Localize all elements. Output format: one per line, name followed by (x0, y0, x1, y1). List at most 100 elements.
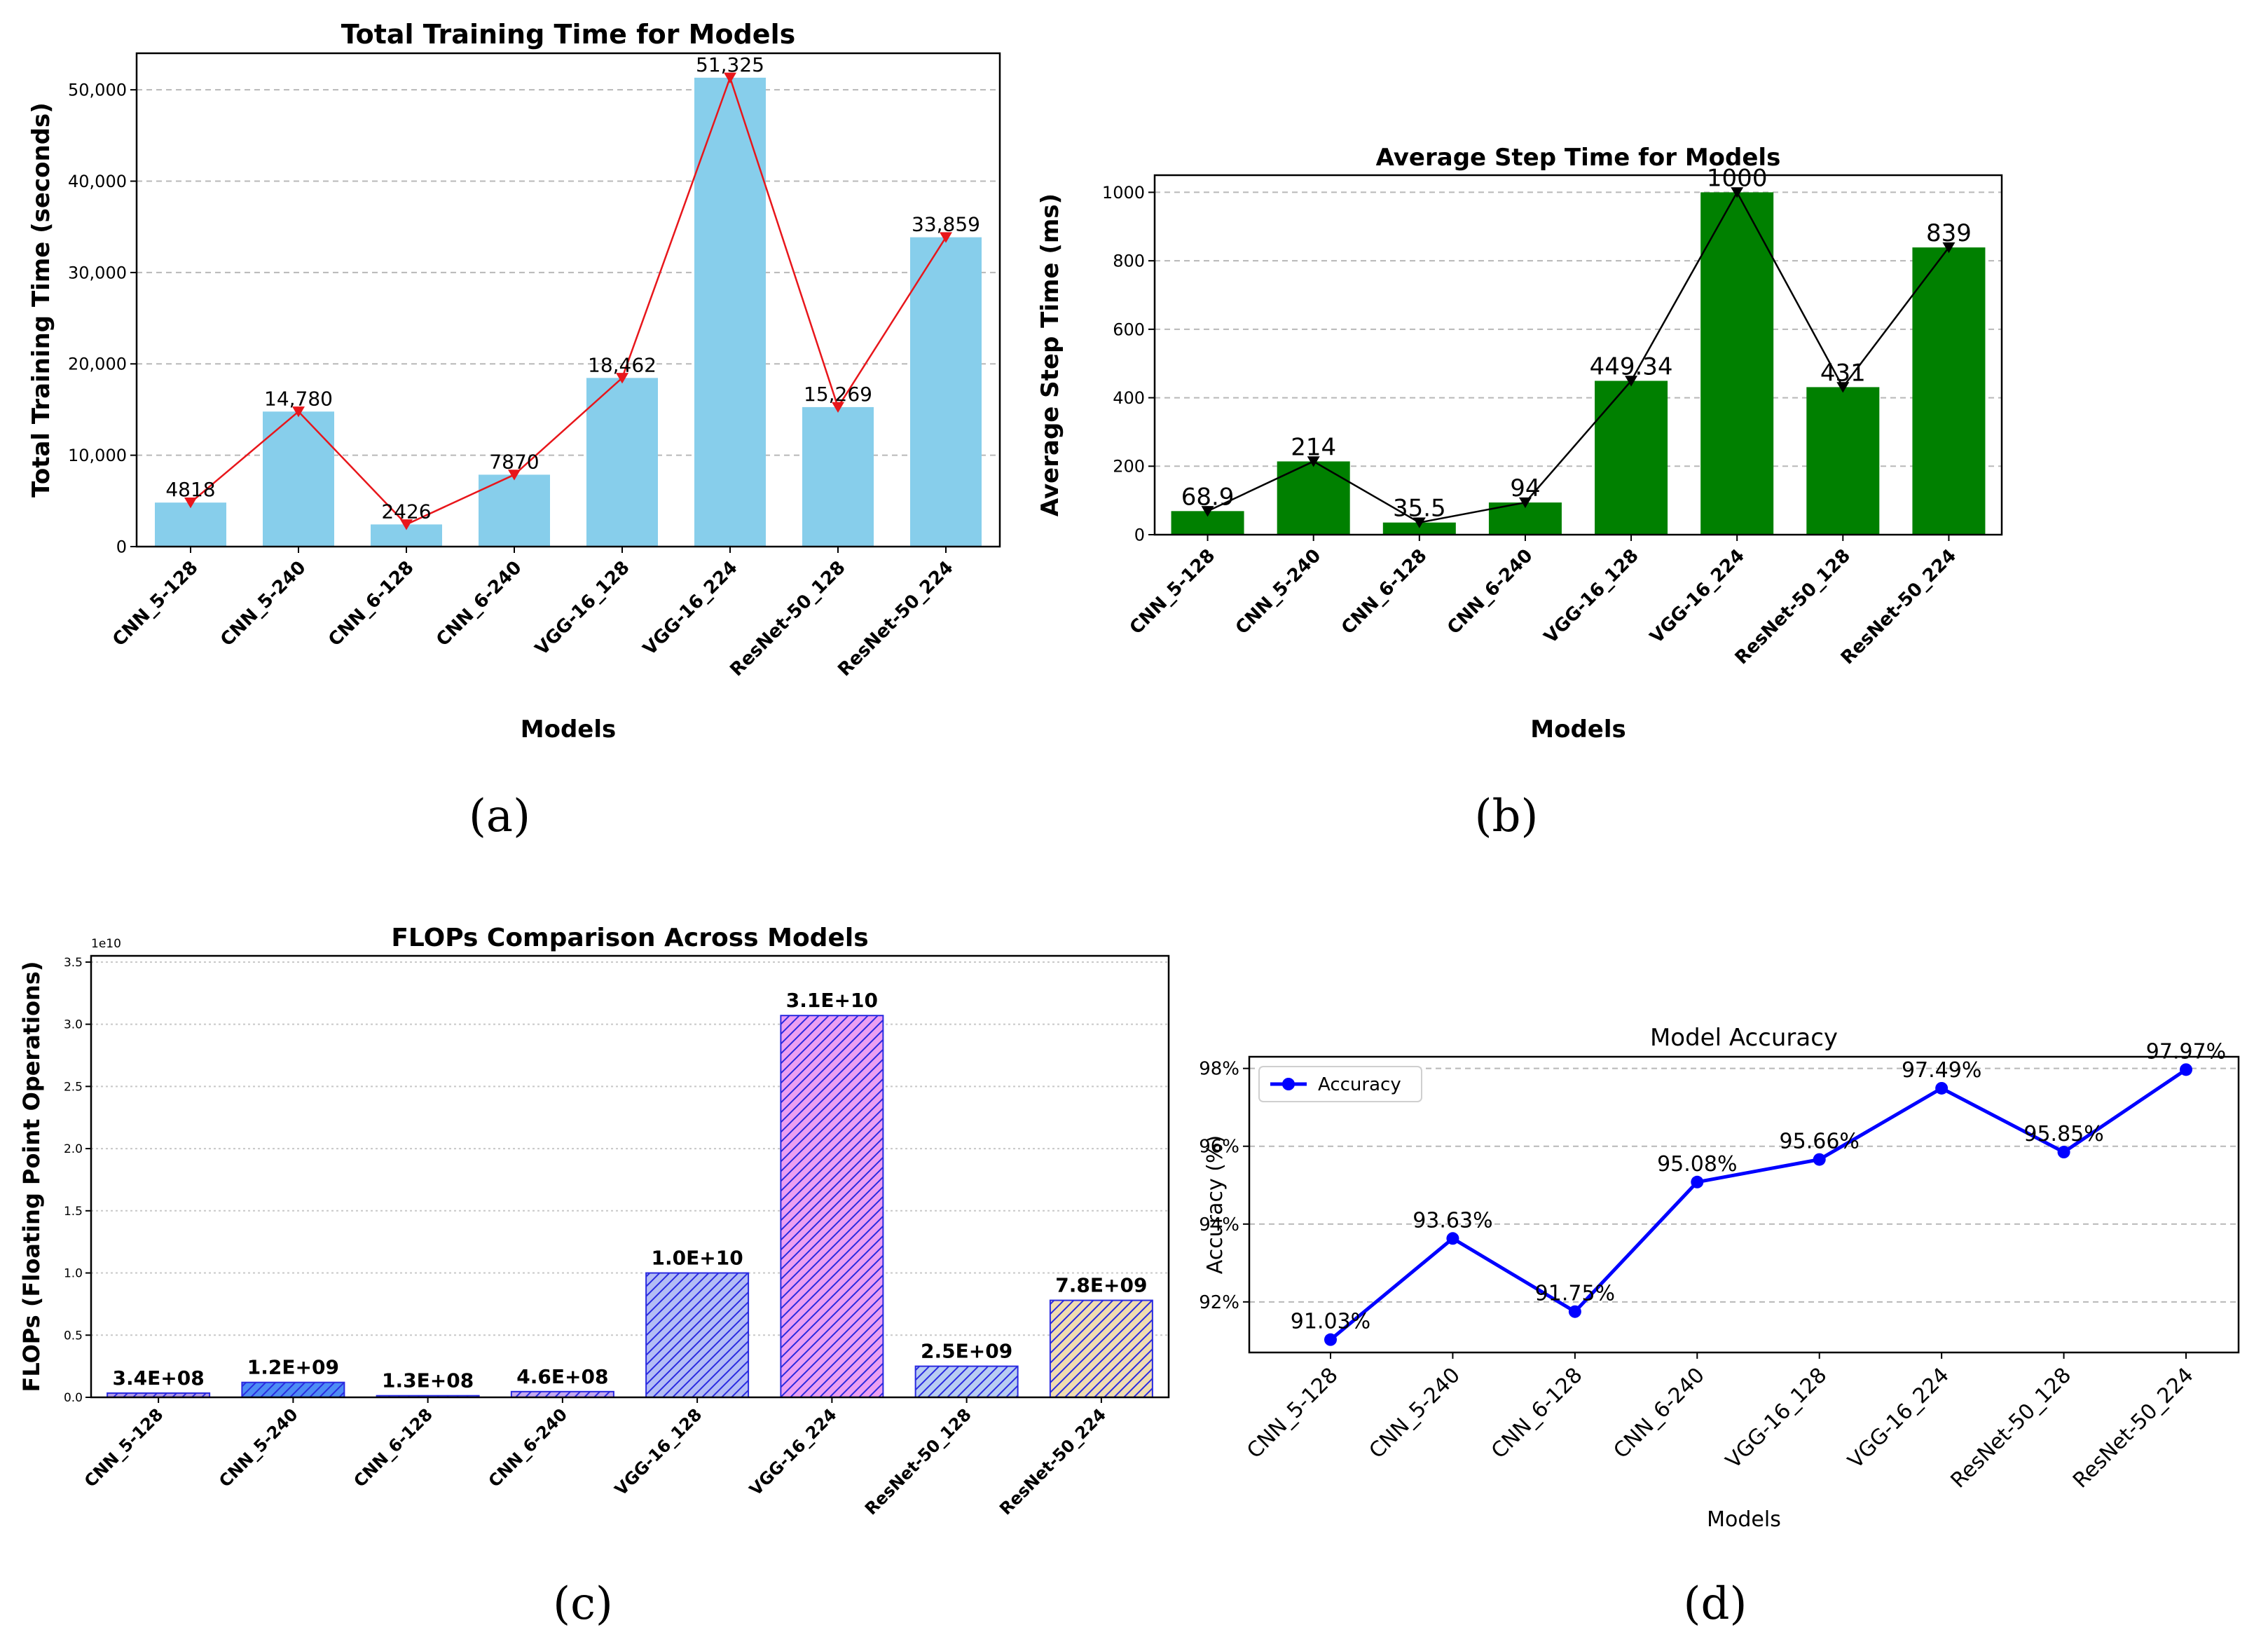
plot-frame (1248, 1055, 2240, 1354)
bar (780, 1015, 884, 1398)
line-marker (1446, 1232, 1459, 1245)
line-marker (2180, 1063, 2192, 1076)
y-tick-label: 96% (1199, 1137, 1239, 1158)
x-tick-label: VGG-16_224 (1843, 1363, 1954, 1474)
y-tick-label: 200 (1113, 457, 1145, 477)
data-label: 2426 (381, 500, 431, 523)
data-label: 1000 (1707, 164, 1768, 192)
x-tick-label: CNN_5-240 (1232, 545, 1325, 638)
x-tick-label: CNN_6-240 (432, 557, 525, 650)
bar (1595, 381, 1668, 535)
y-tick-label: 600 (1113, 320, 1145, 339)
x-tick-label: ResNet-50_224 (996, 1404, 1110, 1519)
line-marker (940, 232, 952, 243)
data-label: 214 (1291, 433, 1336, 461)
line-marker (1691, 1175, 1704, 1189)
x-tick-label: ResNet-50_224 (1837, 545, 1960, 669)
trend-line (190, 75, 947, 526)
y-tick-label: 0 (1134, 525, 1145, 544)
chart-title: Model Accuracy (1650, 1024, 1838, 1052)
data-label: 431 (1820, 359, 1866, 387)
bar (1912, 247, 1986, 535)
y-tick-label: 0.5 (64, 1329, 83, 1343)
data-label: 51,325 (696, 53, 764, 76)
y-tick-label: 2.5 (64, 1080, 83, 1094)
data-label: 35.5 (1393, 495, 1446, 523)
chart-c: 0.0 0.5 1.0 1.5 2.0 2.5 3.0 3.5 3.4E+08 1.2E+09 1.… (18, 924, 1170, 1630)
y-axis-label: Accuracy (%) (1203, 1135, 1228, 1274)
line-marker (1568, 1305, 1581, 1318)
chart-d: 92% 94% 96% 98% 91.03% 93.63% 91.75% 95.08% 95.6… (1199, 1024, 2240, 1630)
bar (1700, 192, 1774, 535)
data-label: 94 (1510, 474, 1540, 502)
y-tick-label: 40,000 (68, 172, 127, 191)
x-axis-label: Models (1707, 1507, 1781, 1532)
y-tick-label: 94% (1199, 1214, 1239, 1235)
y-axis-label: Average Step Time (ms) (1036, 193, 1064, 516)
trend-line (1207, 190, 1950, 523)
line-marker (1413, 517, 1426, 528)
bar (910, 237, 982, 547)
y-tick-label: 50,000 (68, 81, 127, 100)
x-tick-label: VGG-16_224 (745, 1404, 840, 1499)
panel-caption: (c) (553, 1578, 613, 1630)
x-tick-label: VGG-16_128 (611, 1404, 706, 1499)
line-marker (1836, 382, 1850, 393)
x-tick-label: CNN_6-128 (1487, 1363, 1588, 1464)
x-tick-label: CNN_6-128 (324, 557, 418, 650)
line-marker (1942, 242, 1956, 254)
data-label: 1.0E+10 (652, 1247, 743, 1270)
chart-title: Total Training Time for Models (341, 19, 795, 50)
chart-a: 0 10,000 20,000 30,000 40,000 50,000 4818 14,78… (27, 19, 1001, 842)
x-tick-label: CNN_5-128 (1126, 545, 1219, 638)
y-tick-label: 98% (1199, 1059, 1239, 1080)
x-tick-label: CNN_6-128 (1338, 545, 1431, 638)
chart-b: 0 200 400 600 800 1000 68.9 214 35.5 94 449.34 1000… (1036, 144, 2003, 842)
x-tick-label: CNN_6-128 (350, 1404, 436, 1491)
y-tick-label: 10,000 (68, 446, 127, 465)
chart-title: FLOPs Comparison Across Models (391, 924, 868, 952)
x-tick-label: CNN_5-240 (217, 557, 310, 650)
plot-frame (135, 52, 1001, 548)
panel-caption: (b) (1475, 790, 1539, 842)
line-marker (1935, 1081, 1949, 1095)
line-marker (292, 406, 305, 418)
x-tick-label: CNN_6-240 (1609, 1363, 1710, 1464)
data-label: 14,780 (264, 387, 333, 410)
x-tick-label: CNN_5-240 (1365, 1363, 1466, 1464)
data-label: 7.8E+09 (1055, 1274, 1147, 1297)
plot-frame (1153, 174, 2003, 536)
x-axis-label: Models (1530, 715, 1626, 744)
bar (155, 502, 226, 547)
line-marker (1813, 1153, 1826, 1166)
data-label: 95.08% (1657, 1152, 1737, 1177)
bar (914, 1365, 1019, 1398)
data-label: 839 (1926, 219, 1972, 247)
line-marker (724, 72, 736, 83)
line-marker (1201, 506, 1214, 517)
line-marker (184, 497, 197, 509)
bar (586, 378, 658, 547)
data-label: 95.66% (1780, 1130, 1860, 1154)
x-tick-label: CNN_5-128 (1242, 1363, 1343, 1464)
panel-caption: (d) (1684, 1578, 1747, 1630)
data-label: 97.49% (1902, 1058, 1981, 1083)
y-tick-label: 3.5 (64, 956, 83, 970)
legend: Accuracy (1258, 1066, 1422, 1102)
y-tick-label: 1000 (1102, 183, 1145, 203)
data-label: 18,462 (588, 353, 657, 376)
y-axis-label: FLOPs (Floating Point Operations) (18, 961, 45, 1392)
x-tick-label: VGG-16_224 (1646, 545, 1748, 648)
bar (802, 406, 874, 547)
x-tick-label: ResNet-50_224 (834, 557, 957, 680)
x-tick-label: CNN_5-128 (109, 557, 202, 650)
x-tick-label: ResNet-50_224 (2068, 1363, 2199, 1493)
x-tick-label: ResNet-50_128 (726, 557, 849, 680)
y-tick-label: 0.0 (64, 1391, 83, 1405)
data-label: 7870 (489, 450, 539, 473)
x-axis-label: Models (521, 715, 616, 744)
bar (1806, 387, 1880, 535)
x-tick-label: CNN_6-240 (1443, 545, 1537, 638)
legend-box (1258, 1066, 1422, 1102)
